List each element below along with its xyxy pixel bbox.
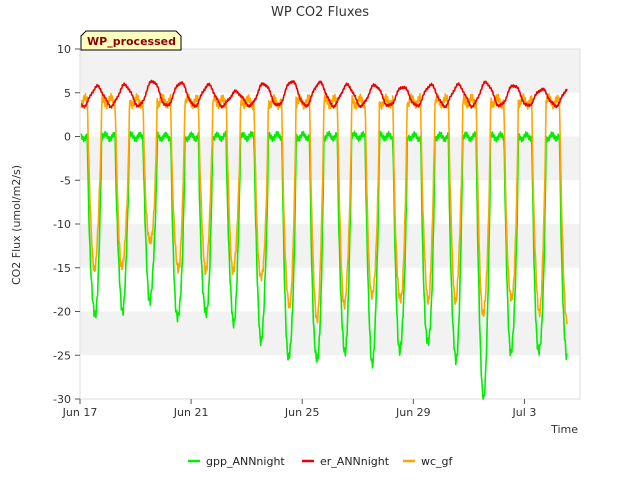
- legend: gpp_ANNnight er_ANNnight wc_gf: [188, 455, 454, 468]
- series-line-er_ANNnight: [81, 79, 568, 109]
- grid-band: [80, 49, 580, 93]
- grid-band: [80, 224, 580, 268]
- y-tick-label: -15: [53, 262, 71, 275]
- x-axis-label: Time: [550, 423, 578, 436]
- legend-label: wc_gf: [421, 455, 454, 468]
- legend-label: er_ANNnight: [320, 455, 390, 468]
- series-line-wc_gf: [80, 92, 568, 325]
- legend-label: gpp_ANNnight: [206, 455, 285, 468]
- y-axis-label: CO2 Flux (umol/m2/s): [10, 165, 23, 285]
- y-tick-label: 5: [64, 87, 71, 100]
- y-tick-label: 0: [64, 131, 71, 144]
- grid-band: [80, 311, 580, 356]
- chart-title: WP CO2 Fluxes: [271, 5, 369, 20]
- y-tick-label: -30: [53, 393, 71, 406]
- x-tick-label: Jun 25: [284, 406, 320, 419]
- y-tick-label: -5: [60, 174, 71, 187]
- y-tick-label: 10: [57, 43, 71, 56]
- badge-box: [80, 30, 182, 51]
- grid-bands: [80, 49, 580, 356]
- y-tick-label: -25: [53, 349, 71, 362]
- x-tick-label: Jun 29: [395, 406, 431, 419]
- y-tick-label: -10: [53, 218, 71, 231]
- y-axis: 10 5 0 -5 -10 -15 -20 -25 -30: [53, 43, 80, 406]
- badge-label: WP_processed: [87, 35, 176, 48]
- x-tick-label: Jun 21: [173, 406, 209, 419]
- series-layer: [80, 79, 568, 400]
- processed-badge: WP_processed: [80, 30, 182, 51]
- y-tick-label: -20: [53, 306, 71, 319]
- grid-band: [80, 136, 580, 181]
- x-tick-label: Jun 17: [62, 406, 98, 419]
- x-tick-label: Jul 3: [512, 406, 537, 419]
- x-axis: Jun 17 Jun 21 Jun 25 Jun 29 Jul 3: [62, 399, 537, 419]
